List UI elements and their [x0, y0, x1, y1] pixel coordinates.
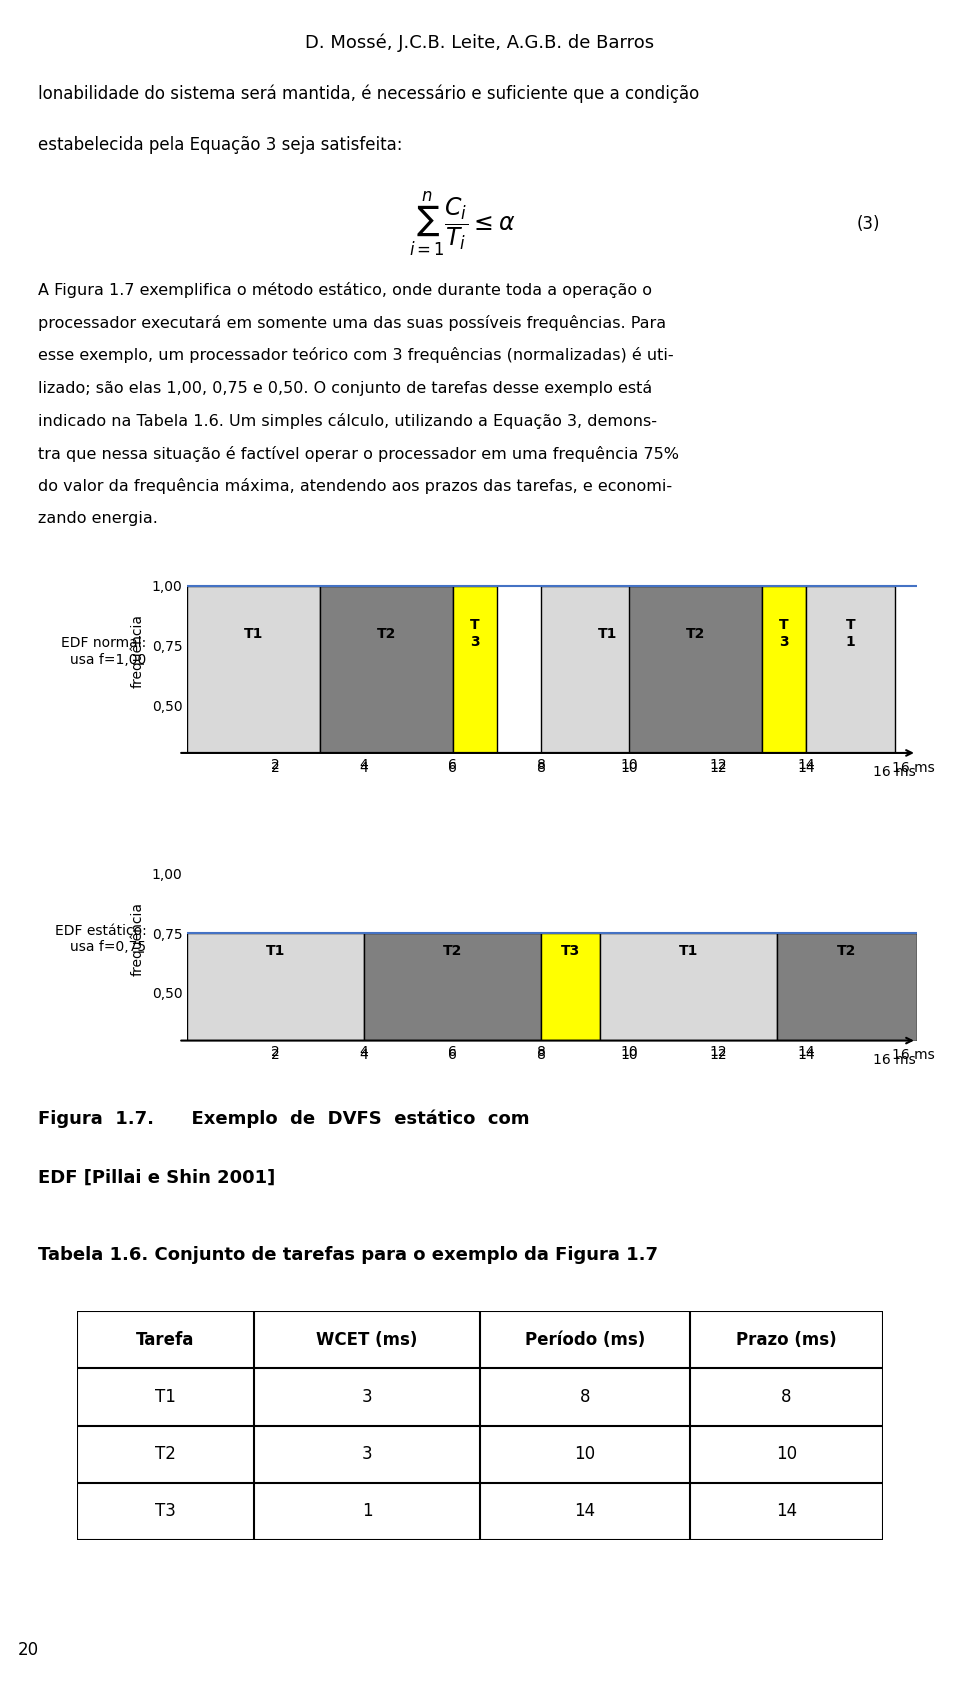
Text: 14: 14 [798, 761, 815, 775]
FancyBboxPatch shape [540, 585, 674, 753]
FancyBboxPatch shape [320, 585, 452, 753]
Text: T2: T2 [156, 1445, 176, 1464]
Y-axis label: frequência: frequência [131, 902, 145, 976]
Text: 8: 8 [537, 761, 545, 775]
Text: T2: T2 [837, 944, 856, 958]
Text: EDF estático:
usa f=0,75: EDF estático: usa f=0,75 [55, 924, 146, 954]
Text: 10: 10 [574, 1445, 595, 1464]
Text: estabelecida pela Equação 3 seja satisfeita:: estabelecida pela Equação 3 seja satisfe… [38, 135, 403, 154]
Text: T1: T1 [679, 944, 698, 958]
FancyBboxPatch shape [187, 585, 320, 753]
Text: 14: 14 [574, 1502, 595, 1519]
Text: A Figura 1.7 exemplifica o método estático, onde durante toda a operação o: A Figura 1.7 exemplifica o método estáti… [38, 283, 653, 298]
Text: (3): (3) [857, 215, 880, 233]
Text: zando energia.: zando energia. [38, 511, 158, 526]
Text: 10: 10 [620, 761, 638, 775]
Text: 10: 10 [776, 1445, 797, 1464]
Text: 8: 8 [580, 1387, 590, 1406]
Text: 4: 4 [360, 761, 369, 775]
Text: 3: 3 [362, 1445, 372, 1464]
Text: 16 ms: 16 ms [892, 761, 934, 775]
Text: 1: 1 [362, 1502, 372, 1519]
Text: T1: T1 [244, 626, 263, 641]
Text: EDF [Pillai e Shin 2001]: EDF [Pillai e Shin 2001] [38, 1167, 276, 1186]
Text: lizado; são elas 1,00, 0,75 e 0,50. O conjunto de tarefas desse exemplo está: lizado; são elas 1,00, 0,75 e 0,50. O co… [38, 381, 653, 396]
Text: T
3: T 3 [469, 618, 479, 648]
Text: 2: 2 [272, 761, 280, 775]
Text: Figura  1.7.      Exemplo  de  DVFS  estático  com: Figura 1.7. Exemplo de DVFS estático com [38, 1110, 530, 1127]
Text: 16 ms: 16 ms [874, 1052, 916, 1066]
Text: 12: 12 [709, 761, 727, 775]
Text: T2: T2 [686, 626, 706, 641]
Text: 20: 20 [18, 1641, 39, 1658]
Text: WCET (ms): WCET (ms) [317, 1332, 418, 1349]
Text: 2: 2 [272, 1049, 280, 1063]
Text: T2: T2 [443, 944, 462, 958]
Text: 6: 6 [448, 1049, 457, 1063]
Text: 8: 8 [537, 1049, 545, 1063]
Text: 10: 10 [620, 1049, 638, 1063]
FancyBboxPatch shape [762, 585, 806, 753]
Text: T3: T3 [156, 1502, 176, 1519]
FancyBboxPatch shape [777, 932, 917, 1041]
Text: 8: 8 [781, 1387, 792, 1406]
Text: 6: 6 [448, 761, 457, 775]
Text: 12: 12 [709, 1049, 727, 1063]
Text: T1: T1 [156, 1387, 176, 1406]
Text: processador executará em somente uma das suas possíveis frequências. Para: processador executará em somente uma das… [38, 315, 666, 330]
Text: 14: 14 [776, 1502, 797, 1519]
Text: EDF normal:
usa f=1,00: EDF normal: usa f=1,00 [61, 636, 146, 667]
Text: do valor da frequência máxima, atendendo aos prazos das tarefas, e economi-: do valor da frequência máxima, atendendo… [38, 479, 673, 494]
Text: T2: T2 [376, 626, 396, 641]
Text: 3: 3 [362, 1387, 372, 1406]
FancyBboxPatch shape [364, 932, 540, 1041]
Text: T1: T1 [266, 944, 285, 958]
Text: 4: 4 [360, 1049, 369, 1063]
Text: tra que nessa situação é factível operar o processador em uma frequência 75%: tra que nessa situação é factível operar… [38, 445, 680, 462]
Text: Prazo (ms): Prazo (ms) [736, 1332, 837, 1349]
Text: Tabela 1.6. Conjunto de tarefas para o exemplo da Figura 1.7: Tabela 1.6. Conjunto de tarefas para o e… [38, 1247, 659, 1264]
Text: $\sum_{i=1}^{n} \dfrac{C_i}{T_i} \leq \alpha$: $\sum_{i=1}^{n} \dfrac{C_i}{T_i} \leq \a… [409, 190, 516, 259]
Text: 16 ms: 16 ms [874, 765, 916, 778]
Text: D. Mossé, J.C.B. Leite, A.G.B. de Barros: D. Mossé, J.C.B. Leite, A.G.B. de Barros [305, 34, 655, 51]
FancyBboxPatch shape [806, 585, 895, 753]
Text: lonabilidade do sistema será mantida, é necessário e suficiente que a condição: lonabilidade do sistema será mantida, é … [38, 85, 700, 103]
Text: 16 ms: 16 ms [892, 1049, 934, 1063]
Text: T1: T1 [597, 626, 617, 641]
FancyBboxPatch shape [452, 585, 496, 753]
FancyBboxPatch shape [187, 932, 364, 1041]
Y-axis label: frequência: frequência [131, 614, 145, 689]
Text: esse exemplo, um processador teórico com 3 frequências (normalizadas) é uti-: esse exemplo, um processador teórico com… [38, 347, 674, 364]
FancyBboxPatch shape [600, 932, 777, 1041]
Text: Tarefa: Tarefa [136, 1332, 195, 1349]
Text: indicado na Tabela 1.6. Um simples cálculo, utilizando a Equação 3, demons-: indicado na Tabela 1.6. Um simples cálcu… [38, 413, 658, 430]
Text: Período (ms): Período (ms) [525, 1332, 645, 1349]
FancyBboxPatch shape [540, 932, 600, 1041]
Text: T
1: T 1 [846, 618, 855, 648]
FancyBboxPatch shape [630, 585, 762, 753]
Text: T
3: T 3 [780, 618, 789, 648]
Text: 14: 14 [798, 1049, 815, 1063]
Text: T3: T3 [561, 944, 580, 958]
